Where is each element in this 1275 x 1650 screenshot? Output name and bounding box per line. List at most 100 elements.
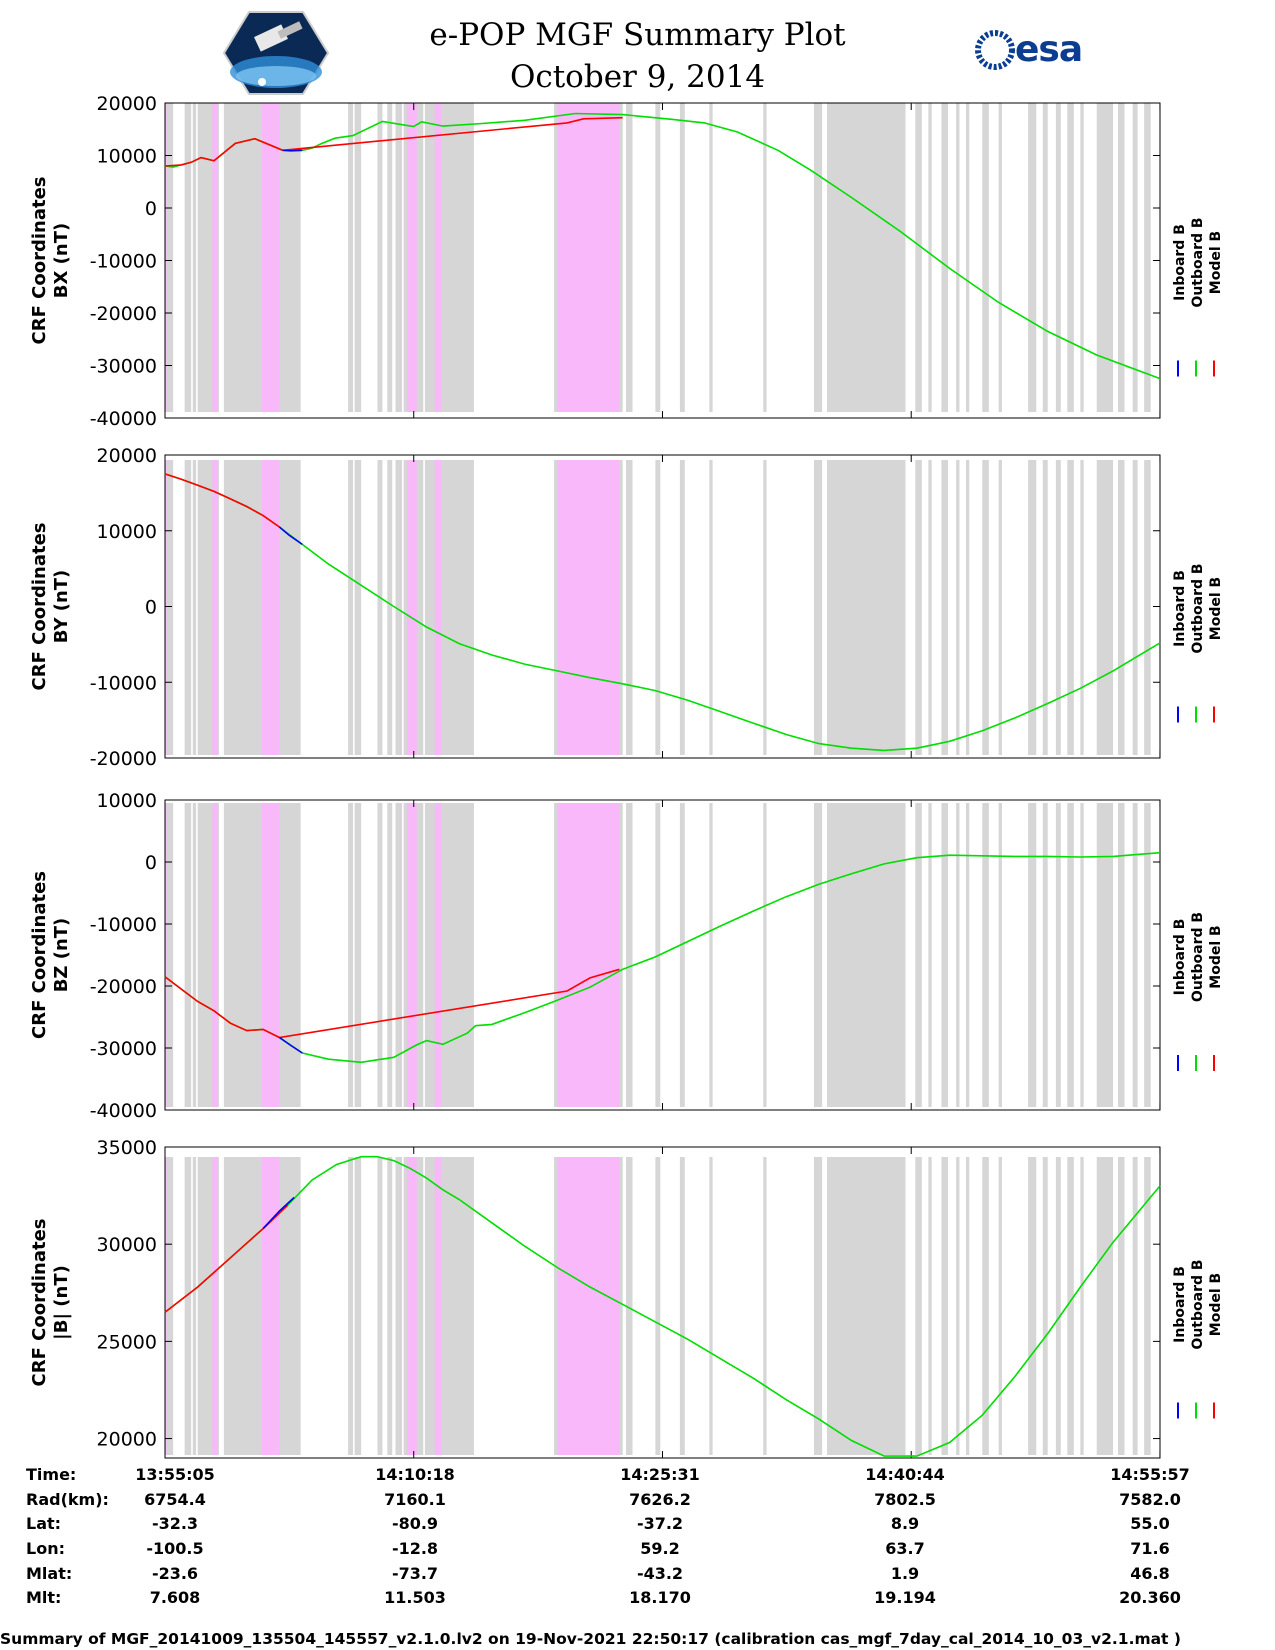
- coverage-band-gray: [166, 1157, 174, 1455]
- y-axis-label-line: BX (nT): [51, 223, 72, 298]
- series-inboard-b: [282, 149, 303, 152]
- coverage-band-gray: [915, 460, 922, 755]
- legend-label: Outboard B: [1190, 217, 1206, 307]
- info-row-label: Lon:: [26, 1539, 65, 1558]
- plot-frame: [164, 454, 1161, 759]
- info-cell: 18.170: [629, 1588, 691, 1607]
- coverage-band-gray: [709, 103, 713, 412]
- coverage-band-gray: [827, 460, 906, 755]
- y-axis-label-line: CRF Coordinates: [29, 523, 50, 691]
- coverage-band-gray: [928, 460, 932, 755]
- plot-frame: [164, 799, 1161, 1111]
- coverage-band-pink: [406, 460, 417, 755]
- coverage-band-gray: [424, 460, 474, 755]
- chart-panel-3: 10000 0 -10000 -20000 -30000 -40000 CRF Coordi…: [29, 790, 1224, 1122]
- coverage-band-gray: [1117, 1157, 1125, 1455]
- coverage-band-pink: [557, 460, 620, 755]
- coverage-band-gray: [941, 803, 948, 1107]
- coverage-band-gray: [1080, 460, 1084, 755]
- y-tick-label: 0: [145, 597, 157, 619]
- coverage-band-gray: [424, 103, 474, 412]
- info-cell: 14:55:57: [1110, 1465, 1190, 1484]
- coverage-band-gray: [956, 1157, 960, 1455]
- coverage-band-gray: [1132, 103, 1138, 412]
- chart-panel-1: 20000 10000 0 -10000 -20000 -30000 -40000 CRF C…: [29, 93, 1224, 430]
- coverage-band-gray: [655, 460, 661, 755]
- coverage-band-gray: [956, 803, 960, 1107]
- series-inboard-b: [278, 526, 303, 546]
- coverage-band-gray: [709, 803, 713, 1107]
- legend-label: Inboard B: [1172, 570, 1188, 647]
- coverage-band-gray: [982, 803, 989, 1107]
- coverage-band-gray: [192, 803, 197, 1107]
- coverage-band-gray: [1028, 103, 1037, 412]
- info-cell: 46.8: [1130, 1564, 1170, 1583]
- coverage-band-gray: [223, 103, 262, 412]
- coverage-band-pink: [406, 103, 417, 412]
- coverage-band-pink: [261, 460, 280, 755]
- coverage-band-gray: [1144, 460, 1151, 755]
- coverage-band-pink: [261, 1157, 280, 1455]
- info-cell: 59.2: [640, 1539, 680, 1558]
- coverage-band-gray: [827, 1157, 906, 1455]
- footer-caption: Summary of MGF_20141009_135504_145557_v2…: [0, 1630, 1181, 1648]
- coverage-band-gray: [709, 1157, 713, 1455]
- coverage-band-gray: [395, 103, 403, 412]
- coverage-band-pink: [434, 460, 442, 755]
- coverage-band-gray: [1028, 460, 1037, 755]
- y-tick-label: 20000: [97, 445, 157, 467]
- coverage-band-gray: [1042, 803, 1048, 1107]
- plot-frame: [164, 1146, 1161, 1459]
- y-tick-label: 0: [145, 198, 157, 220]
- coverage-band-gray: [998, 460, 1002, 755]
- coverage-band-gray: [1042, 103, 1048, 412]
- legend-label: Model B: [1208, 231, 1224, 294]
- coverage-band-gray: [1028, 1157, 1037, 1455]
- coverage-band-gray: [655, 103, 661, 412]
- coverage-band-gray: [387, 803, 393, 1107]
- coverage-band-gray: [625, 803, 633, 1107]
- coverage-band-gray: [709, 460, 713, 755]
- coverage-band-gray: [1067, 1157, 1074, 1455]
- info-row-label: Lat:: [26, 1514, 62, 1533]
- coverage-band-gray: [928, 103, 932, 412]
- coverage-band-pink: [165, 803, 167, 1107]
- coverage-band-gray: [982, 460, 989, 755]
- esa-logo: esa: [975, 30, 1095, 74]
- coverage-band-gray: [655, 1157, 661, 1455]
- info-row-label: Mlat:: [26, 1564, 73, 1583]
- coverage-band-gray: [965, 103, 970, 412]
- coverage-band-gray: [166, 103, 174, 412]
- info-cell: 1.9: [890, 1564, 920, 1583]
- series-inboard-b: [278, 1036, 303, 1054]
- y-tick-label: 0: [145, 852, 157, 874]
- coverage-band-gray: [1117, 803, 1125, 1107]
- coverage-band-gray: [956, 103, 960, 412]
- coverage-band-gray: [387, 460, 393, 755]
- coverage-band-gray: [1080, 1157, 1084, 1455]
- coverage-band-gray: [1055, 460, 1061, 755]
- coverage-band-gray: [184, 103, 192, 412]
- info-row-label: Rad(km):: [26, 1490, 109, 1509]
- y-tick-label: 25000: [97, 1331, 157, 1353]
- y-axis-label: CRF CoordinatesBY (nT): [29, 523, 72, 691]
- esa-logo-text: esa: [1015, 29, 1083, 70]
- coverage-band-pink: [557, 1157, 620, 1455]
- info-cell: 8.9: [890, 1514, 920, 1533]
- coverage-band-gray: [679, 803, 685, 1107]
- series-outboard-b: [164, 473, 1161, 752]
- coverage-band-gray: [813, 1157, 823, 1455]
- coverage-band-pink: [261, 803, 280, 1107]
- coverage-band-gray: [1055, 803, 1061, 1107]
- info-cell: 19.194: [874, 1588, 936, 1607]
- coverage-band-gray: [1096, 103, 1114, 412]
- info-cell: -73.7: [391, 1564, 439, 1583]
- coverage-band-gray: [1028, 803, 1037, 1107]
- coverage-band-gray: [395, 803, 403, 1107]
- coverage-band-gray: [813, 103, 823, 412]
- coverage-band-gray: [956, 460, 960, 755]
- coverage-band-pink: [406, 803, 417, 1107]
- coverage-band-gray: [1080, 103, 1084, 412]
- y-axis-label-line: |B| (nT): [51, 1265, 72, 1340]
